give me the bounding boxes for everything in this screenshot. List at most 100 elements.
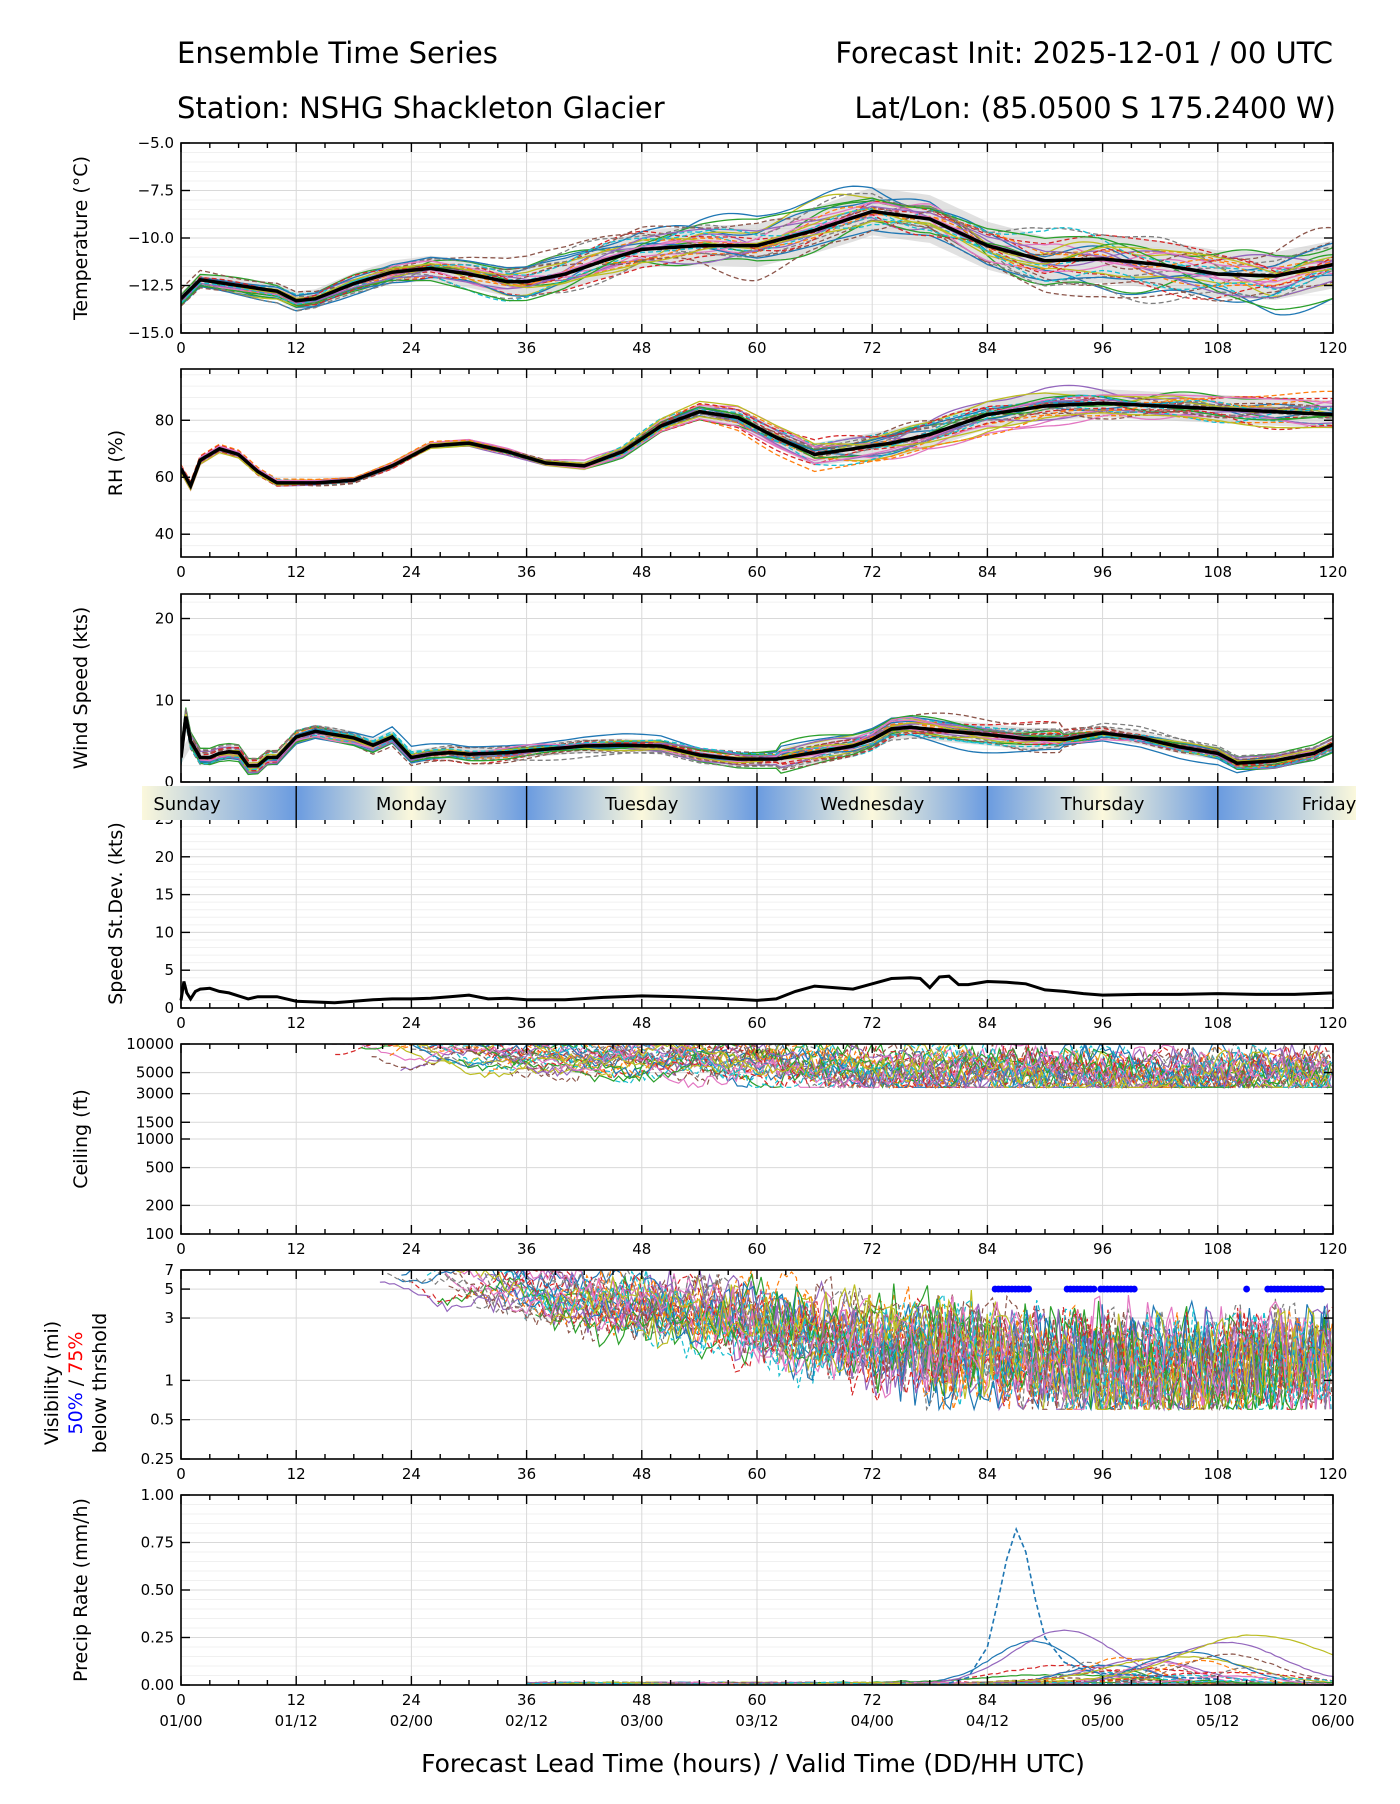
panel-precip: 0 12 24 36 48 60 72 84 96 108 120 01/00 01/12 02/00 02… <box>70 1486 1355 1730</box>
ensemble-member-line <box>429 1044 1333 1089</box>
ensemble-mean-line <box>181 716 1333 768</box>
ensemble-member-line <box>331 1044 1331 1090</box>
x-tick-label: 72 <box>863 1014 882 1032</box>
x-tick-label: 96 <box>1093 339 1112 357</box>
x-tick-label: 120 <box>1319 563 1348 581</box>
day-band-segment <box>142 786 297 820</box>
y-tick-label: 0.25 <box>141 1450 174 1468</box>
day-band-segment <box>1217 786 1356 820</box>
day-band-segment <box>296 786 527 820</box>
x-tick-label: 24 <box>402 1691 421 1709</box>
x-tick-label: 84 <box>978 563 997 581</box>
panel-speed_stdev: 012243648607284961081200510152025Speed S… <box>105 810 1347 1032</box>
y-tick-label: 0.5 <box>150 1411 174 1429</box>
ensemble-member-line <box>473 1270 1330 1411</box>
y-tick-label: 20 <box>155 610 174 628</box>
x-tick-label: 72 <box>863 563 882 581</box>
visibility-ylabel-line1: Visibility (mi) <box>41 1321 63 1445</box>
y-axis-label: Precip Rate (mm/h) <box>70 1498 92 1682</box>
precip-peak-member-line <box>948 1526 1218 1684</box>
ensemble-member-line <box>181 717 1333 767</box>
day-band-segment <box>757 786 988 820</box>
panel-ceiling: 0 12 24 36 48 60 72 84 96 108 120 100 200 500 10001500… <box>70 1035 1347 1258</box>
y-tick-label: 7 <box>164 1261 174 1279</box>
x-tick-label: 12 <box>287 1240 306 1258</box>
visibility-75pct-label: 75% <box>65 1332 87 1374</box>
y-tick-label: 40 <box>155 525 174 543</box>
x-tick-label: 48 <box>632 1465 651 1483</box>
ensemble-member-line <box>181 201 1333 306</box>
x-tick-label: 120 <box>1319 1014 1348 1032</box>
ensemble-member-line <box>387 1270 1333 1410</box>
x-tick-label: 84 <box>978 1691 997 1709</box>
x-tick-label: 36 <box>517 1691 536 1709</box>
below-threshold-marker <box>1090 1285 1098 1293</box>
spread-band <box>181 389 1333 489</box>
y-tick-label: 0.50 <box>141 1581 174 1599</box>
ensemble-member-line <box>436 1044 1331 1089</box>
ensemble-member-line <box>181 220 1333 297</box>
ensemble-member-line <box>181 206 1333 304</box>
x-tick-label: 120 <box>1319 339 1348 357</box>
ensemble-members <box>379 1270 1333 1412</box>
y-tick-label: 100 <box>145 1225 174 1243</box>
x-tick-label: 24 <box>402 1240 421 1258</box>
ensemble-members <box>181 707 1333 776</box>
x-tick-label: 96 <box>1093 1691 1112 1709</box>
ensemble-member-line <box>181 708 1333 770</box>
ensemble-member-line <box>532 1285 1330 1411</box>
below-threshold-marker <box>1130 1285 1138 1293</box>
x-tick-label: 108 <box>1203 1465 1232 1483</box>
ensemble-member-line <box>549 1274 1333 1410</box>
x-tick-label: 108 <box>1203 563 1232 581</box>
x-tick-label: 36 <box>517 1465 536 1483</box>
ensemble-mean-line <box>181 209 1333 303</box>
x-tick-label: 96 <box>1093 1240 1112 1258</box>
valid-time-label: 05/12 <box>1196 1712 1239 1730</box>
x-tick-label: 0 <box>176 1691 186 1709</box>
x-tick-label: 108 <box>1203 1691 1232 1709</box>
x-tick-label: 48 <box>632 339 651 357</box>
y-tick-label: 15 <box>155 886 174 904</box>
ensemble-member-line <box>181 185 1333 316</box>
valid-time-label: 01/00 <box>159 1712 202 1730</box>
y-tick-label: −7.5 <box>138 182 174 200</box>
y-axis-label: Wind Speed (kts) <box>70 607 92 770</box>
x-tick-label: 60 <box>747 1014 766 1032</box>
visibility-ylabel: Visibility (mi) 50% / 75% below thrshold <box>41 1313 111 1453</box>
valid-time-label: 01/12 <box>275 1712 318 1730</box>
x-tick-label: 24 <box>402 1014 421 1032</box>
x-tick-label: 12 <box>287 1014 306 1032</box>
ensemble-member-line <box>408 1044 1330 1090</box>
ensemble-member-line <box>382 1044 1333 1090</box>
y-tick-label: 200 <box>145 1196 174 1214</box>
x-tick-label: 0 <box>176 1465 186 1483</box>
day-band-segment <box>526 786 757 820</box>
x-tick-label: 120 <box>1319 1465 1348 1483</box>
y-tick-label: 20 <box>155 848 174 866</box>
valid-time-label: 05/00 <box>1081 1712 1124 1730</box>
x-tick-label: 36 <box>517 563 536 581</box>
x-tick-label: 48 <box>632 1014 651 1032</box>
ensemble-member-line <box>416 1270 1329 1410</box>
valid-time-label: 04/12 <box>966 1712 1009 1730</box>
valid-time-label: 03/12 <box>735 1712 778 1730</box>
y-tick-label: 1 <box>164 1371 174 1389</box>
ensemble-member-line <box>181 197 1333 311</box>
ensemble-member-line <box>445 1270 1330 1411</box>
y-tick-label: −15.0 <box>128 324 174 342</box>
y-tick-label: −10.0 <box>128 229 174 247</box>
x-tick-label: 108 <box>1203 339 1232 357</box>
y-tick-label: −12.5 <box>128 277 174 295</box>
x-tick-label: 84 <box>978 339 997 357</box>
ensemble-member-line <box>466 1270 1332 1411</box>
y-tick-label: 10 <box>155 923 174 941</box>
x-tick-label: 120 <box>1319 1240 1348 1258</box>
y-tick-label: 0.00 <box>141 1676 174 1694</box>
x-tick-label: 0 <box>176 1014 186 1032</box>
x-tick-label: 48 <box>632 1691 651 1709</box>
day-label: Thursday <box>1060 794 1145 815</box>
day-band: Sunday Monday Tuesday Wednesday Thursday Frid… <box>142 786 1357 820</box>
day-band-segment <box>987 786 1218 820</box>
